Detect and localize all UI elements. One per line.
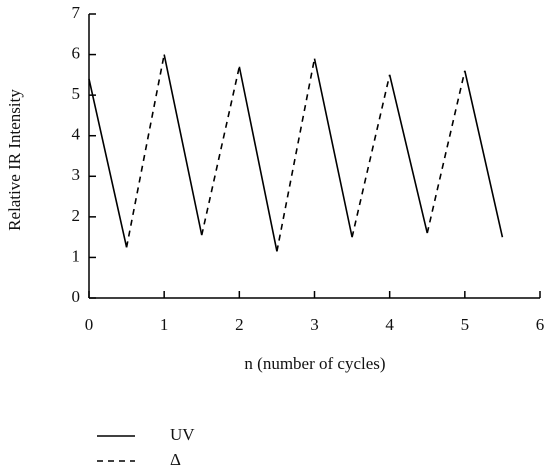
y-tick-label: 5 [72, 84, 81, 103]
data-line [125, 54, 466, 252]
y-axis-title: Relative IR Intensity [5, 89, 24, 231]
x-tick-label: 0 [85, 315, 94, 334]
data-line [88, 54, 504, 252]
y-tick-label: 0 [72, 287, 81, 306]
y-tick-label: 4 [72, 125, 81, 144]
y-tick-label: 2 [72, 206, 81, 225]
x-tick-label: 2 [235, 315, 244, 334]
x-tick-label: 3 [310, 315, 319, 334]
y-tick-label: 6 [72, 43, 81, 62]
x-tick-label: 6 [536, 315, 545, 334]
x-axis-title: n (number of cycles) [244, 354, 385, 373]
x-tick-label: 1 [160, 315, 169, 334]
legend-label: UV [170, 425, 195, 444]
y-tick-label: 3 [72, 165, 81, 184]
y-tick-label: 7 [72, 3, 81, 22]
y-tick-label: 1 [72, 246, 81, 265]
x-tick-label: 4 [385, 315, 394, 334]
x-tick-label: 5 [461, 315, 470, 334]
legend-label: Δ [170, 450, 181, 469]
